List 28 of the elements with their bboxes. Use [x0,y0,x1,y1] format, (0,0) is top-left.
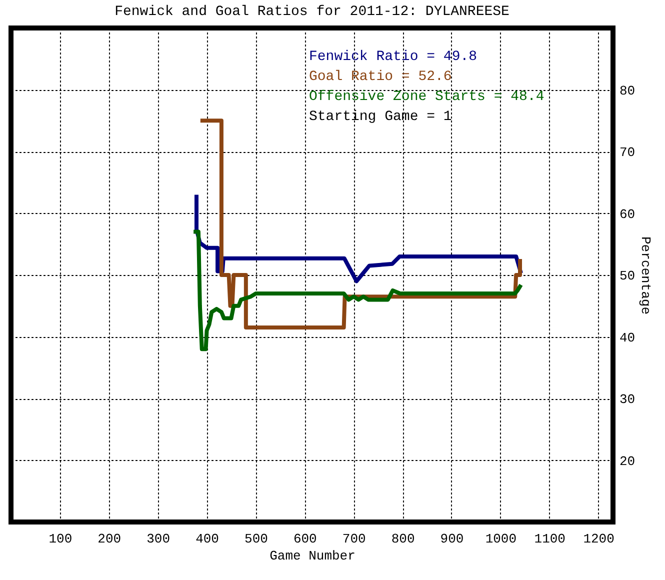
x-tick-label: 1100 [534,532,566,546]
text: Goal Ratio = 52.6 [309,69,452,85]
x-axis-title: Game Number [270,548,356,564]
x-tick-label: 1000 [485,532,517,546]
annotation: Starting Game = 1 [309,109,452,125]
y-tick-label: 70 [620,145,636,160]
x-tick-label: 600 [293,532,317,546]
line-series [192,230,523,352]
x-tick-label: 100 [48,532,72,546]
x-tick-label: 200 [98,532,122,546]
y-tick-label: 80 [620,83,636,98]
x-tick-label: 900 [440,532,464,546]
text: Fenwick Ratio = 49.8 [309,49,478,65]
x-tick-label: 400 [196,532,219,546]
x-tick-label: 300 [146,532,170,546]
x-tick-label: 1200 [583,532,614,546]
x-tick-label: 800 [391,532,415,546]
line-series [194,192,523,284]
x-tick-label: 700 [342,532,366,546]
y-tick-label: 30 [620,392,636,407]
chart-title: Fenwick and Goal Ratios for 2011-12: DYLANREESE [114,4,510,20]
y-tick-label: 40 [620,330,636,346]
text: Offensive Zone Starts = 48.4 [309,89,544,105]
y-tick-label: 20 [620,454,636,469]
y-tick-label: 50 [620,268,636,284]
y-axis-title: Percentage [638,236,654,315]
x-tick-label: 500 [244,532,268,546]
y-tick-label: 60 [620,206,636,222]
